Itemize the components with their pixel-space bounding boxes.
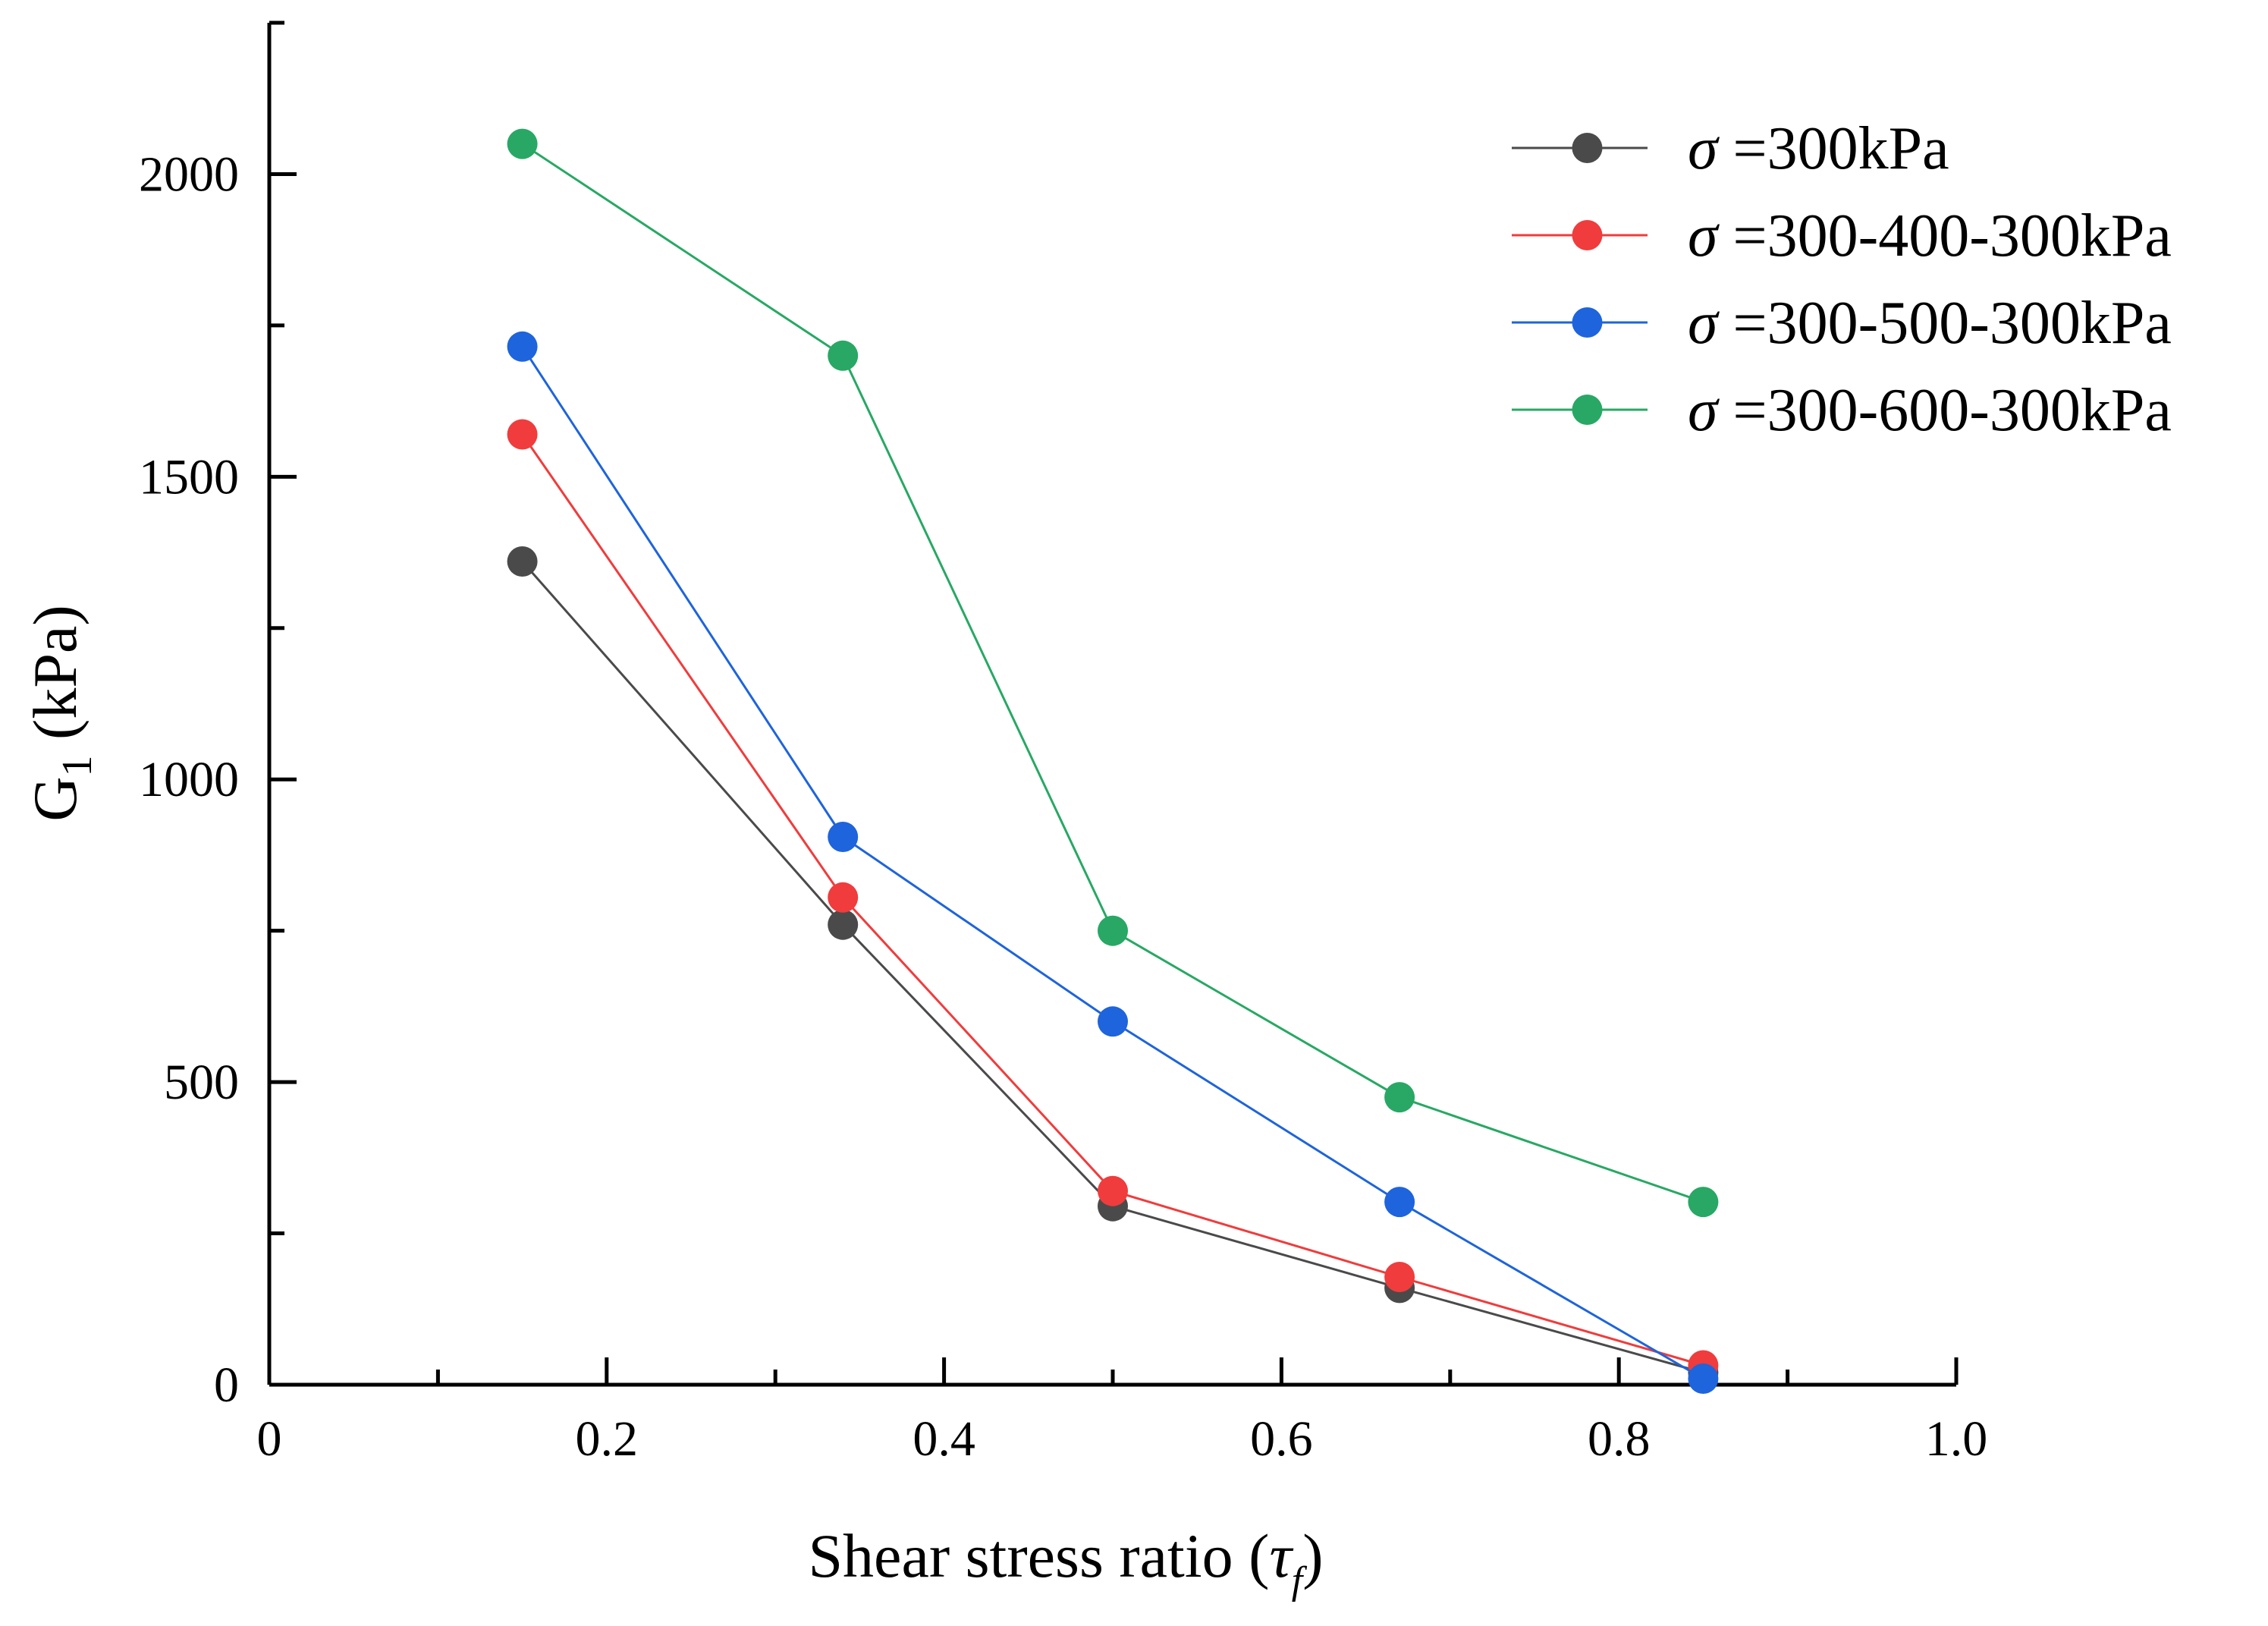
legend-label: σ =300-400-300kPa — [1688, 203, 2172, 269]
tick-labels: 0 0.2 0.4 0.6 0.8 1.0 0 500 1000 1500 2000 — [139, 146, 1987, 1467]
data-point — [1098, 1175, 1128, 1206]
legend-label-symbol: σ — [1688, 203, 1720, 269]
y-tick-label: 2000 — [139, 146, 239, 202]
series-2 — [507, 419, 1719, 1381]
series-line — [521, 143, 1704, 1203]
data-point — [1098, 915, 1128, 946]
data-point — [507, 419, 538, 450]
legend-item: σ =300-400-300kPa — [1512, 203, 2172, 269]
legend-label-symbol: σ — [1688, 290, 1720, 357]
legend-item: σ =300-600-300kPa — [1512, 377, 2172, 444]
legend-marker — [1572, 133, 1603, 163]
data-point — [828, 909, 859, 940]
x-tick-label: 0.6 — [1250, 1411, 1313, 1467]
legend-label-symbol: σ — [1688, 115, 1720, 182]
y-axis-title-subscript: 1 — [54, 755, 101, 776]
data-point — [507, 546, 538, 577]
y-tick-label: 1500 — [139, 449, 239, 505]
data-point — [828, 882, 859, 913]
data-point — [1384, 1187, 1415, 1218]
legend-item: σ =300kPa — [1512, 115, 1949, 182]
series-line — [521, 345, 1704, 1380]
data-point — [828, 340, 859, 371]
x-tick-label: 0.2 — [576, 1411, 639, 1467]
x-tick-label: 0.8 — [1588, 1411, 1651, 1467]
data-point — [1384, 1082, 1415, 1113]
data-point — [507, 331, 538, 362]
data-point — [1688, 1187, 1719, 1218]
legend-label-text: =300kPa — [1717, 115, 1949, 182]
legend-item: σ =300-500-300kPa — [1512, 290, 2172, 357]
legend-label-symbol: σ — [1688, 377, 1720, 444]
legend-marker — [1572, 307, 1603, 338]
legend-label: σ =300-500-300kPa — [1688, 290, 2172, 357]
x-tick-label: 0.4 — [913, 1411, 975, 1467]
legend-marker — [1572, 395, 1603, 425]
data-point — [507, 128, 538, 159]
data-point — [1688, 1363, 1719, 1394]
x-axis-title: Shear stress ratio (τf) — [808, 1521, 1323, 1602]
legend-label-text: =300-400-300kPa — [1717, 203, 2171, 269]
y-tick-label: 1000 — [139, 752, 239, 807]
data-point — [1098, 1006, 1128, 1037]
y-axis-title-unit: (kPa) — [20, 605, 90, 755]
series-line — [521, 433, 1704, 1367]
x-axis-title-prefix: Shear stress ratio ( — [808, 1521, 1269, 1590]
legend-label-text: =300-600-300kPa — [1717, 377, 2171, 444]
series-1 — [507, 546, 1719, 1388]
legend-marker — [1572, 220, 1603, 250]
legend-label: σ =300kPa — [1688, 115, 1949, 182]
x-axis-title-suffix: ) — [1302, 1521, 1323, 1590]
series-4 — [507, 128, 1719, 1218]
y-tick-label: 500 — [164, 1055, 239, 1110]
y-tick-label: 0 — [214, 1357, 239, 1413]
data-point — [1384, 1262, 1415, 1292]
x-tick-label: 1.0 — [1925, 1411, 1988, 1467]
legend-label-text: =300-500-300kPa — [1717, 290, 2171, 357]
series-line — [521, 561, 1704, 1374]
y-axis-title-main: G — [20, 776, 90, 821]
ticks — [267, 20, 1959, 1387]
x-axis-title-symbol: τ — [1269, 1521, 1293, 1590]
legend-label: σ =300-600-300kPa — [1688, 377, 2172, 444]
y-axis-title: G1 (kPa) — [20, 605, 101, 821]
data-point — [828, 822, 859, 852]
x-tick-label: 0 — [257, 1411, 282, 1467]
series-3 — [507, 331, 1719, 1394]
series-layer — [507, 128, 1719, 1394]
